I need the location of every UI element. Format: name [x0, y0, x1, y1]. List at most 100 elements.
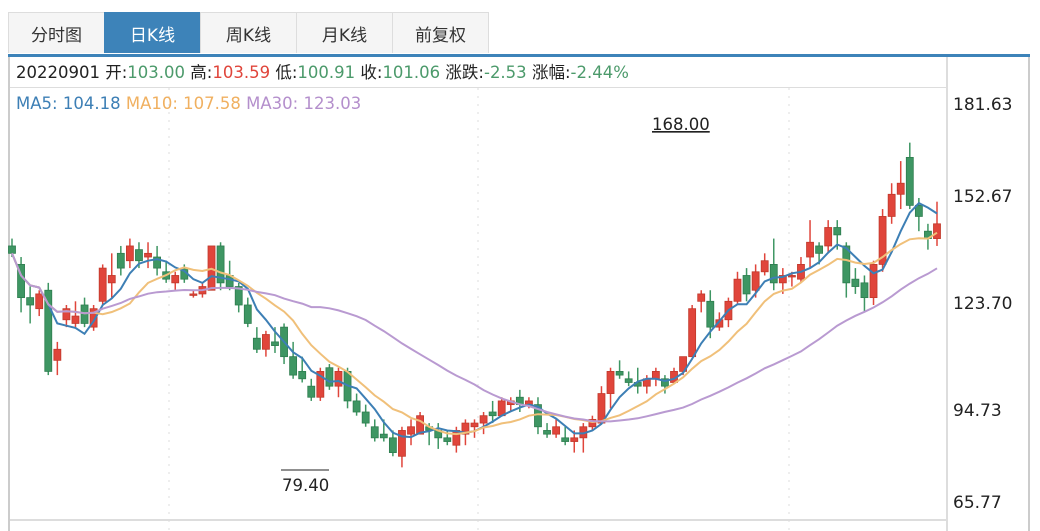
- open-value: 103.00: [127, 63, 186, 82]
- candle: [824, 220, 833, 254]
- candle: [252, 327, 261, 353]
- candle: [742, 268, 751, 302]
- candle: [606, 367, 615, 409]
- ma10-value: 107.58: [183, 94, 241, 113]
- candle: [869, 260, 878, 305]
- y-tick: 152.67: [953, 187, 1013, 207]
- candle: [144, 242, 152, 269]
- candle: [416, 412, 424, 435]
- candle: [905, 142, 914, 210]
- y-tick: 94.73: [953, 401, 1002, 421]
- pct-value: -2.44%: [570, 63, 629, 82]
- info-date: 20220901: [16, 63, 100, 82]
- candle: [289, 341, 298, 379]
- y-tick: 65.77: [953, 493, 1002, 513]
- candle: [325, 364, 334, 390]
- tab-monthly-k[interactable]: 月K线: [296, 12, 393, 53]
- candle: [815, 242, 824, 265]
- candle: [434, 423, 443, 449]
- candle: [334, 367, 343, 398]
- candle: [298, 356, 307, 383]
- candle: [307, 378, 316, 401]
- candle: [624, 371, 633, 387]
- ma10-line: [11, 231, 938, 436]
- candle: [896, 161, 905, 210]
- candle: [579, 423, 588, 453]
- candle: [26, 286, 35, 324]
- change-value: -2.53: [483, 63, 527, 82]
- candle: [407, 419, 415, 446]
- price-axis: 181.63 152.67 123.70 94.73 65.77: [946, 57, 1030, 531]
- min-price-label: 79.40: [282, 476, 329, 495]
- candle: [35, 290, 44, 317]
- low-value: 100.91: [297, 63, 356, 82]
- high-value: 103.59: [212, 63, 271, 82]
- chart-frame: [8, 57, 1030, 531]
- candle: [651, 367, 660, 387]
- tab-weekly-k[interactable]: 周K线: [200, 12, 297, 53]
- change-label: 涨跌:: [445, 63, 484, 82]
- candle: [534, 397, 542, 435]
- y-tick: 181.63: [953, 95, 1013, 115]
- candle: [543, 423, 551, 438]
- ohlc-info-bar: 20220901 开:103.00 高:103.59 低:100.91 收:10…: [10, 57, 946, 88]
- ma5-value: 104.18: [62, 94, 121, 113]
- ma30-label: MA30:: [246, 94, 299, 113]
- candle: [887, 183, 896, 224]
- candle: [661, 375, 669, 394]
- candle: [842, 242, 851, 298]
- candle: [597, 386, 606, 424]
- candle: [860, 275, 869, 313]
- candle: [116, 245, 125, 276]
- candle: [262, 330, 270, 357]
- candle: [479, 412, 488, 435]
- candle: [216, 242, 225, 291]
- candle: [53, 341, 62, 376]
- candle: [769, 238, 778, 291]
- candle: [470, 419, 479, 438]
- candle: [388, 430, 397, 457]
- candle: [44, 282, 53, 376]
- period-tabs: 分时图 日K线 周K线 月K线 前复权: [8, 12, 489, 54]
- ma10-label: MA10:: [125, 94, 178, 113]
- candle: [153, 245, 161, 276]
- tab-forward-adjusted[interactable]: 前复权: [392, 12, 489, 53]
- candle: [878, 209, 887, 272]
- high-label: 高:: [190, 63, 213, 82]
- ma30-line: [11, 252, 938, 423]
- low-label: 低:: [275, 63, 298, 82]
- candle: [352, 393, 361, 416]
- candle: [361, 404, 370, 427]
- candle: [98, 264, 107, 305]
- candle: [243, 297, 252, 328]
- ma30-value: 123.03: [303, 94, 362, 113]
- close-label: 收:: [360, 63, 383, 82]
- pct-label: 涨幅:: [531, 63, 571, 82]
- candle: [71, 301, 80, 328]
- candle: [615, 360, 624, 379]
- tab-daily-k[interactable]: 日K线: [104, 12, 201, 53]
- candle: [316, 367, 325, 401]
- candle: [89, 304, 98, 331]
- candle: [370, 419, 379, 442]
- candle: [688, 304, 697, 358]
- ma5-line: [11, 201, 938, 439]
- candle: [17, 257, 25, 313]
- candlestick-chart[interactable]: 168.00 79.40: [0, 0, 946, 531]
- ma-legend: MA5: 104.18 MA10: 107.58 MA30: 123.03: [16, 94, 361, 113]
- candle: [171, 271, 180, 291]
- tab-intraday[interactable]: 分时图: [8, 12, 105, 53]
- candle: [189, 290, 198, 298]
- candle: [552, 419, 561, 438]
- tab-underline: [8, 54, 1030, 57]
- candle: [733, 271, 742, 305]
- candle: [62, 304, 71, 328]
- candle: [851, 268, 860, 294]
- candle: [933, 201, 941, 246]
- close-value: 101.06: [382, 63, 441, 82]
- max-price-label: 168.00: [652, 115, 710, 134]
- candle: [806, 220, 814, 269]
- y-tick: 123.70: [953, 294, 1013, 314]
- candle: [561, 426, 570, 446]
- candle: [398, 426, 406, 468]
